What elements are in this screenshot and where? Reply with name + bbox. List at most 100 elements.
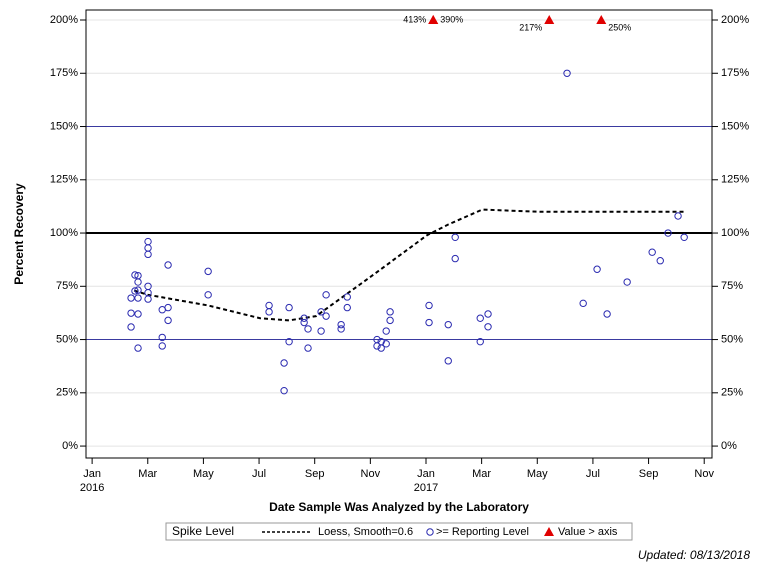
point — [484, 310, 492, 318]
point — [451, 233, 459, 242]
value-label: 390% — [440, 14, 463, 24]
y-tick-label: 0% — [62, 440, 78, 452]
point — [134, 286, 142, 294]
x-tick-label: Jul — [586, 468, 600, 480]
point — [285, 337, 293, 346]
legend-label: Loess, Smooth=0.6 — [318, 526, 413, 538]
point — [386, 308, 394, 316]
plot-frame — [85, 9, 713, 459]
x-tick-label: Mar — [472, 468, 491, 480]
point — [603, 310, 611, 318]
point — [648, 248, 656, 256]
point — [317, 327, 325, 335]
legend-circle — [426, 528, 434, 536]
x-tick-label: Nov — [694, 468, 714, 480]
point — [382, 327, 390, 335]
footer: Updated: 08/13/2018 — [638, 548, 750, 562]
point — [158, 333, 166, 342]
point — [451, 254, 459, 263]
point — [127, 294, 135, 302]
point — [280, 359, 288, 367]
x-tick-label: May — [193, 468, 214, 480]
x-tick-label: Sep — [639, 468, 659, 480]
y2-tick-label: 200% — [721, 14, 749, 26]
point — [337, 325, 345, 333]
y2-tick-label: 50% — [721, 333, 743, 345]
y2-tick-label: 100% — [721, 227, 749, 239]
x-axis-title: Date Sample Was Analyzed by the Laborato… — [269, 500, 529, 514]
point — [127, 323, 135, 331]
over-axis-marker — [428, 15, 439, 25]
point — [656, 257, 664, 265]
y2-tick-label: 0% — [721, 440, 737, 452]
x-year-label: 2016 — [80, 482, 104, 494]
value-label: 413% — [403, 14, 426, 24]
point — [680, 233, 688, 242]
point — [265, 308, 273, 316]
value-label: 250% — [608, 22, 631, 32]
point — [444, 357, 452, 365]
y2-tick-label: 125% — [721, 174, 749, 186]
point — [317, 308, 325, 316]
y-tick-label: 150% — [50, 120, 78, 132]
point — [593, 265, 601, 273]
point — [131, 271, 139, 279]
point — [158, 342, 166, 350]
x-tick-label: Mar — [138, 468, 157, 480]
point — [476, 314, 484, 322]
y-tick-label: 175% — [50, 67, 78, 79]
point — [322, 312, 330, 320]
point — [131, 287, 139, 295]
point — [300, 318, 308, 327]
point — [164, 303, 172, 312]
x-tick-label: Nov — [361, 468, 381, 480]
point — [343, 293, 351, 301]
point — [476, 337, 484, 346]
point — [664, 229, 672, 237]
point — [373, 342, 381, 350]
point — [134, 294, 142, 302]
y-axis-title: Percent Recovery — [12, 183, 26, 285]
y-tick-label: 200% — [50, 14, 78, 26]
point — [579, 299, 587, 308]
x-tick-label: Jan — [417, 468, 435, 480]
point — [425, 318, 433, 327]
point — [204, 267, 212, 276]
y-tick-label: 125% — [50, 174, 78, 186]
point — [382, 340, 390, 348]
legend-triangle — [544, 527, 554, 536]
point — [322, 291, 330, 299]
point — [285, 303, 293, 312]
legend-label: Value > axis — [558, 526, 618, 538]
y2-tick-label: 175% — [721, 67, 749, 79]
point — [563, 69, 571, 77]
point — [134, 310, 142, 318]
point — [300, 314, 308, 322]
point — [164, 261, 172, 269]
point — [484, 323, 492, 331]
point — [304, 325, 312, 333]
y-tick-label: 75% — [56, 280, 78, 292]
point — [343, 303, 351, 312]
point — [134, 278, 142, 286]
y-tick-label: 50% — [56, 333, 78, 345]
x-tick-label: Jul — [252, 468, 266, 480]
point — [280, 386, 288, 395]
point — [377, 344, 385, 352]
y-tick-label: 25% — [56, 387, 78, 399]
point — [337, 320, 345, 329]
point — [674, 212, 682, 220]
x-tick-label: Sep — [305, 468, 325, 480]
point — [144, 295, 152, 303]
point — [304, 344, 312, 352]
point — [425, 301, 433, 310]
point — [144, 250, 152, 259]
point — [444, 320, 452, 329]
y2-tick-label: 150% — [721, 120, 749, 132]
loess-line — [133, 208, 685, 322]
point — [623, 278, 631, 286]
legend-box — [165, 522, 633, 541]
point — [204, 291, 212, 299]
